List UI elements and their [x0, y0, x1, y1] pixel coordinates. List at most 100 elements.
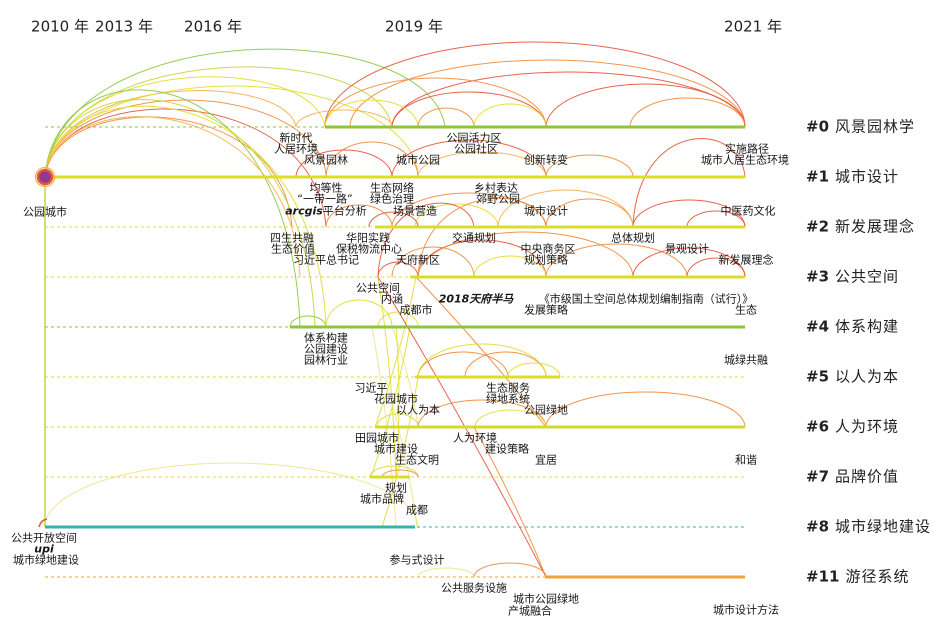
- keyword-label: 生态网络: [370, 181, 414, 195]
- keyword-label: 城市公园: [396, 153, 440, 167]
- keyword-label: 实施路径: [725, 142, 769, 156]
- link-arc: [295, 149, 393, 178]
- keyword-label: 公园城市: [23, 205, 67, 219]
- link-arc: [417, 351, 509, 378]
- keyword-label: upi: [34, 542, 54, 556]
- keyword-label: 建设策略: [485, 442, 529, 456]
- keyword-label: 参与式设计: [389, 553, 445, 567]
- link-arc: [44, 99, 316, 328]
- keyword-label: 城市人居生态环境: [701, 153, 789, 167]
- link-arc: [632, 138, 746, 228]
- keyword-label: 风景园林: [304, 153, 348, 167]
- link-arc: [629, 97, 746, 128]
- link-arc: [545, 391, 746, 428]
- link-arc: [368, 211, 419, 228]
- year-label: 2019 年: [385, 17, 443, 36]
- keyword-label: 生态文明: [395, 453, 439, 467]
- link-arc: [377, 261, 419, 278]
- cluster-name: 新发展理念: [835, 217, 916, 236]
- cluster-name: 人为环境: [835, 417, 900, 436]
- keyword-label: 绿色治理: [370, 192, 414, 206]
- cluster-name: 城市绿地建设: [835, 517, 932, 536]
- keyword-label: 公共开放空间: [11, 531, 77, 545]
- link-arc: [349, 59, 746, 128]
- keyword-label: 公共空间: [356, 281, 400, 295]
- keyword-label: 城市品牌: [360, 492, 404, 506]
- link-arc: [417, 239, 547, 278]
- keyword-label: 中医药文化: [720, 204, 776, 218]
- keyword-label: 产城融合: [508, 604, 552, 618]
- link-arc: [395, 326, 400, 478]
- cluster-label: #6 人为环境: [806, 417, 900, 436]
- link-arc: [377, 311, 419, 328]
- keyword-label: 绿地系统: [486, 392, 530, 406]
- link-arc: [497, 189, 634, 228]
- cluster-label: #5 以人为本: [806, 367, 900, 386]
- keyword-label: 公园建设: [304, 342, 348, 356]
- keyword-label: 郊野公园: [476, 192, 520, 206]
- keyword-label: 人为环境: [453, 431, 497, 445]
- cluster-id: #2: [806, 217, 830, 236]
- link-arc: [374, 276, 417, 428]
- cluster-id: #6: [806, 417, 830, 436]
- link-arc: [417, 343, 547, 378]
- link-arc: [545, 83, 746, 128]
- cluster-name: 风景园林学: [835, 117, 916, 136]
- keyword-label: 成都市: [399, 303, 433, 317]
- keyword-label: 城市设计方法: [713, 603, 779, 617]
- year-label: 2010 年: [31, 17, 89, 36]
- link-arc: [417, 567, 475, 578]
- cluster-label: #3 公共空间: [806, 267, 899, 286]
- keyword-label: 乡村表达: [474, 181, 518, 195]
- cluster-label: #2 新发展理念: [806, 217, 916, 236]
- keyword-label: 中央商务区: [520, 242, 576, 256]
- link-arc: [370, 326, 411, 478]
- link-arc: [473, 255, 547, 278]
- cluster-id: #4: [806, 317, 830, 336]
- link-arc: [391, 139, 547, 178]
- link-arc: [44, 85, 419, 178]
- link-layer: [44, 41, 746, 578]
- keyword-label: 天府新区: [396, 253, 440, 267]
- keyword-label: 城市公园绿地: [513, 592, 579, 606]
- keyword-label: 生态: [735, 303, 757, 317]
- hub-node: [34, 166, 56, 188]
- cluster-id: #3: [806, 267, 830, 286]
- link-arc: [545, 243, 688, 278]
- keyword-label: 创新转变: [524, 153, 568, 167]
- link-arc: [632, 247, 746, 278]
- keyword-label: 体系构建: [304, 331, 348, 345]
- link-arc: [464, 351, 547, 378]
- cluster-label: #4 体系构建: [806, 317, 899, 336]
- keyword-label: 公共服务设施: [441, 581, 507, 595]
- keyword-label: 城市建设: [374, 442, 418, 456]
- link-arc: [414, 203, 499, 228]
- link-arc: [417, 231, 634, 278]
- link-arc: [44, 48, 446, 178]
- keyword-label: 场景营造: [393, 204, 437, 218]
- link-arc: [324, 77, 547, 128]
- keyword-label: 习近平总书记: [293, 253, 359, 267]
- link-arc: [391, 246, 475, 278]
- keyword-label: 2018天府半马: [438, 292, 514, 306]
- keyword-latin-part: arcgis: [285, 204, 323, 218]
- keyword-label: 四生共融: [270, 231, 314, 245]
- cluster-name: 游径系统: [845, 567, 910, 586]
- keyword-label: 发展策略: [524, 303, 568, 317]
- keyword-label: 田园城市: [355, 431, 399, 445]
- link-arc: [415, 276, 547, 428]
- keyword-label: 《市级国土空间总体规划编制指南（试行）》: [538, 292, 754, 306]
- keyword-label: 公园社区: [454, 142, 498, 156]
- keyword-label: 保税物流中心: [336, 242, 402, 256]
- link-arc: [686, 257, 746, 278]
- cluster-name: 以人为本: [835, 367, 900, 386]
- keyword-label: 以人为本: [396, 403, 440, 417]
- keyword-label: 园林行业: [304, 353, 348, 367]
- link-arc: [417, 107, 475, 128]
- link-arc: [417, 151, 547, 178]
- link-arc: [324, 99, 419, 128]
- cluster-label: #1 城市设计: [806, 169, 899, 185]
- cluster-label: #11 游径系统: [806, 567, 910, 586]
- keyword-label: 均等性: [309, 181, 343, 195]
